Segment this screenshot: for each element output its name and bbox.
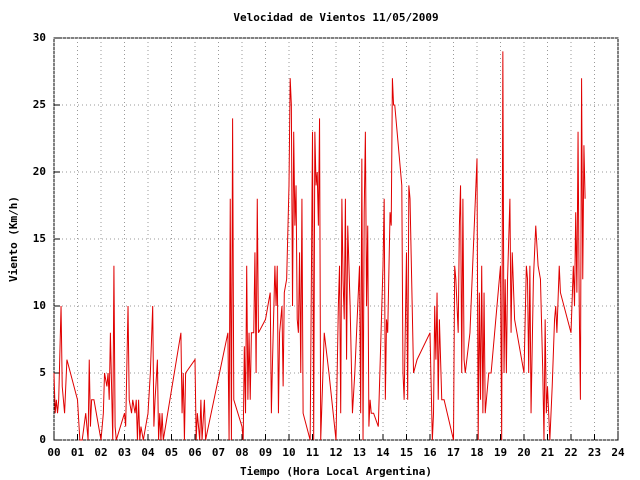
y-tick-label: 10	[33, 299, 46, 312]
x-tick-label: 17	[447, 446, 460, 459]
x-tick-label: 19	[494, 446, 507, 459]
x-tick-label: 15	[400, 446, 413, 459]
x-tick-label: 13	[353, 446, 366, 459]
x-tick-label: 03	[118, 446, 131, 459]
y-tick-label: 20	[33, 165, 46, 178]
wind-line	[53, 51, 586, 441]
x-tick-label: 11	[306, 446, 320, 459]
y-tick-label: 25	[33, 98, 46, 111]
x-tick-label: 18	[470, 446, 483, 459]
x-tick-label: 14	[376, 446, 390, 459]
x-tick-label: 07	[212, 446, 225, 459]
x-tick-label: 08	[235, 446, 248, 459]
x-tick-label: 24	[611, 446, 625, 459]
y-tick-label: 0	[39, 433, 46, 446]
x-tick-label: 00	[47, 446, 60, 459]
x-tick-label: 09	[259, 446, 272, 459]
x-tick-label: 05	[165, 446, 178, 459]
x-tick-label: 21	[541, 446, 555, 459]
x-tick-label: 20	[517, 446, 530, 459]
x-tick-label: 23	[588, 446, 601, 459]
x-tick-label: 22	[564, 446, 577, 459]
x-tick-label: 12	[329, 446, 342, 459]
y-tick-label: 30	[33, 31, 46, 44]
x-tick-label: 01	[71, 446, 85, 459]
y-tick-label: 15	[33, 232, 46, 245]
x-tick-label: 10	[282, 446, 295, 459]
x-tick-label: 02	[94, 446, 107, 459]
y-axis-label: Viento (Km/h)	[7, 196, 20, 282]
chart-title: Velocidad de Vientos 11/05/2009	[233, 11, 438, 24]
x-tick-label: 06	[188, 446, 202, 459]
y-tick-label: 5	[39, 366, 46, 379]
x-axis-label: Tiempo (Hora Local Argentina)	[240, 465, 432, 478]
x-tick-label: 04	[141, 446, 155, 459]
x-tick-label: 16	[423, 446, 437, 459]
